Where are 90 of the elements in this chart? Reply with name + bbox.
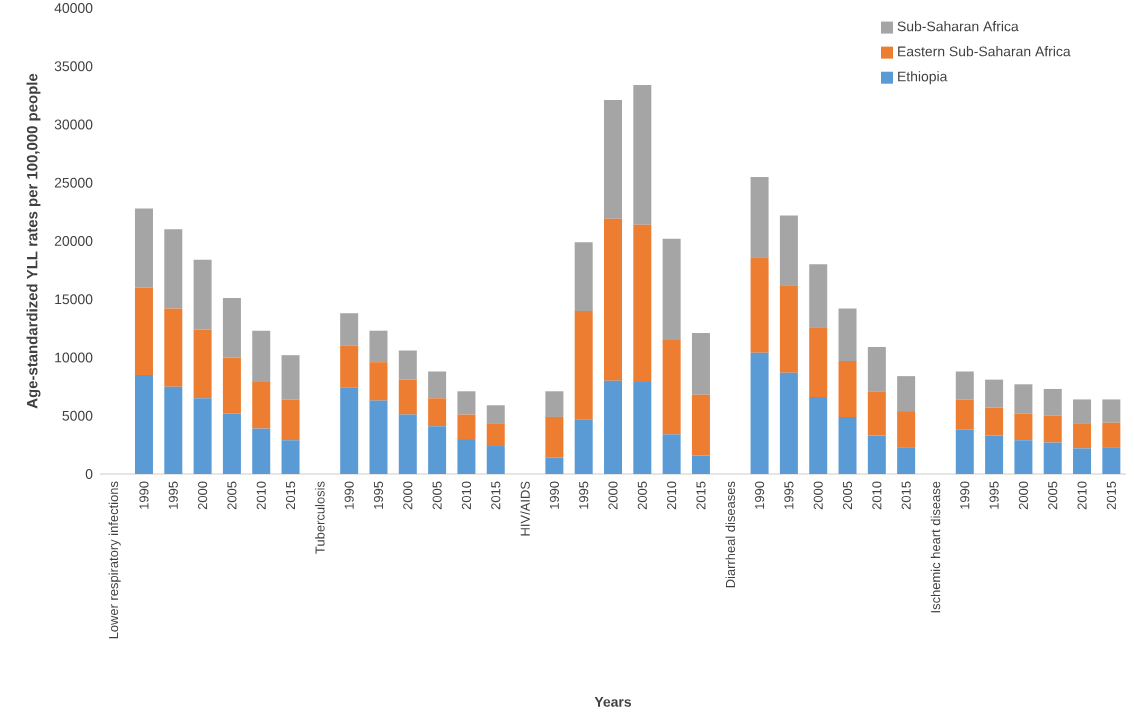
bar: [897, 447, 916, 474]
bar: [164, 229, 183, 309]
bar: [222, 413, 241, 474]
bar: [633, 224, 652, 382]
bar: [604, 218, 623, 381]
bar: [662, 238, 681, 341]
bar: [457, 391, 476, 415]
bar: [398, 379, 417, 415]
bar: [428, 426, 447, 474]
bar: [897, 411, 916, 448]
bar: [457, 414, 476, 440]
bar: [486, 446, 505, 474]
bar: [809, 327, 828, 398]
bar: [1014, 384, 1033, 414]
bar: [428, 398, 447, 427]
bar: [574, 310, 593, 420]
bar: [779, 215, 798, 286]
bar: [398, 414, 417, 474]
bar: [134, 287, 153, 375]
bar: [691, 333, 710, 395]
bar: [985, 379, 1004, 408]
bar: [867, 391, 886, 436]
bar: [955, 371, 974, 400]
bar: [1102, 422, 1121, 448]
bar: [340, 345, 359, 388]
bar: [1043, 388, 1062, 416]
bar: [134, 208, 153, 288]
bar: [1102, 447, 1121, 474]
bar: [867, 347, 886, 392]
bar: [604, 380, 623, 474]
bar: [281, 440, 300, 474]
bar: [545, 416, 564, 458]
bar: [222, 357, 241, 414]
bar: [897, 376, 916, 412]
bar: [1073, 399, 1092, 424]
bar: [193, 398, 212, 474]
bar: [750, 257, 769, 353]
bar: [164, 386, 183, 474]
bar: [545, 391, 564, 417]
bar: [1043, 415, 1062, 443]
bar: [662, 434, 681, 474]
bar: [457, 439, 476, 474]
bar: [252, 381, 271, 429]
bar: [809, 397, 828, 474]
bar: [1014, 413, 1033, 441]
bar: [193, 329, 212, 399]
bar: [486, 405, 505, 424]
bar: [867, 435, 886, 474]
bar: [134, 374, 153, 474]
bar: [750, 352, 769, 474]
bar: [1014, 440, 1033, 474]
bar: [281, 399, 300, 441]
bar: [193, 259, 212, 330]
bar: [222, 298, 241, 358]
bar: [428, 371, 447, 399]
bar: [574, 242, 593, 311]
bar: [574, 419, 593, 474]
bar: [369, 362, 388, 401]
bar: [633, 84, 652, 225]
bar: [1043, 442, 1062, 474]
bar: [164, 308, 183, 387]
bar: [369, 330, 388, 363]
bar: [486, 423, 505, 447]
bar: [691, 455, 710, 474]
bar: [340, 313, 359, 346]
bar: [1073, 448, 1092, 474]
bar: [985, 407, 1004, 436]
bar: [955, 429, 974, 474]
bar: [779, 285, 798, 373]
bar: [1102, 399, 1121, 423]
bar: [955, 399, 974, 430]
bar: [281, 355, 300, 400]
bar: [633, 381, 652, 474]
bar: [545, 457, 564, 474]
bar: [604, 100, 623, 219]
bar: [809, 264, 828, 328]
bar: [252, 428, 271, 474]
bar: [252, 330, 271, 382]
bar: [750, 176, 769, 258]
bar: [838, 416, 857, 474]
bar: [779, 372, 798, 474]
bar: [838, 361, 857, 417]
bar: [662, 340, 681, 435]
bar: [985, 435, 1004, 474]
bar: [369, 400, 388, 474]
bar: [398, 350, 417, 380]
bar: [340, 387, 359, 474]
bar: [838, 308, 857, 361]
bar: [691, 394, 710, 456]
bar: [1073, 423, 1092, 449]
